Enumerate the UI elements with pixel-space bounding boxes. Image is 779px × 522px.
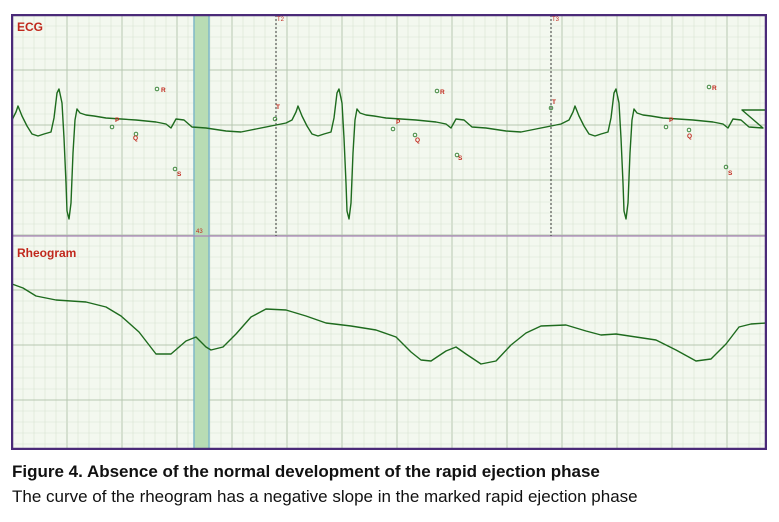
wave-label: R (712, 85, 717, 92)
wave-point-marker (133, 131, 139, 137)
wave-point-marker (412, 132, 418, 138)
wave-point-marker (434, 88, 440, 94)
chart-background (12, 15, 766, 449)
wave-point-marker (109, 124, 115, 130)
wave-point-marker (686, 127, 692, 133)
chart-frame (11, 14, 767, 450)
wave-label: T (552, 99, 556, 106)
wave-point-marker (663, 124, 669, 130)
wave-label: T (276, 104, 280, 111)
wave-label: S (458, 155, 463, 162)
wave-label: R (161, 87, 166, 94)
rheogram-trace (11, 283, 767, 365)
wave-label: P (669, 117, 674, 124)
wave-label: P (396, 119, 401, 126)
ecg-panel-title: ECG (17, 20, 43, 34)
time-marker-label-t3: T3 (552, 17, 560, 23)
wave-label: P (115, 117, 120, 124)
ecg-trace (11, 88, 766, 220)
wave-point-marker (723, 164, 729, 170)
wave-label: Q (415, 137, 420, 144)
wave-point-marker (390, 126, 396, 132)
time-marker-label-t2: T2 (277, 17, 285, 23)
grid (11, 14, 766, 449)
wave-label: Q (687, 133, 692, 140)
recording-chart: T2 T3 43 ECG Rheogram P Q R S T P Q R S T P Q R S (11, 14, 767, 450)
wave-label: R (440, 89, 445, 96)
wave-point-marker (454, 152, 460, 158)
wave-label: Q (133, 135, 138, 142)
wave-point-marker (272, 116, 278, 122)
rheogram-panel-title: Rheogram (17, 246, 76, 260)
wave-label: S (177, 171, 182, 178)
band-label: 43 (196, 229, 203, 235)
wave-point-marker (706, 84, 712, 90)
wave-point-marker (548, 105, 554, 111)
wave-point-marker (172, 166, 178, 172)
wave-label: S (728, 170, 733, 177)
figure-caption-text: The curve of the rheogram has a negative… (12, 487, 638, 506)
wave-point-marker (154, 86, 160, 92)
wave-markers: P Q R S T P Q R S T P Q R S (109, 84, 733, 178)
figure-caption-title: Figure 4. Absence of the normal developm… (12, 462, 600, 481)
